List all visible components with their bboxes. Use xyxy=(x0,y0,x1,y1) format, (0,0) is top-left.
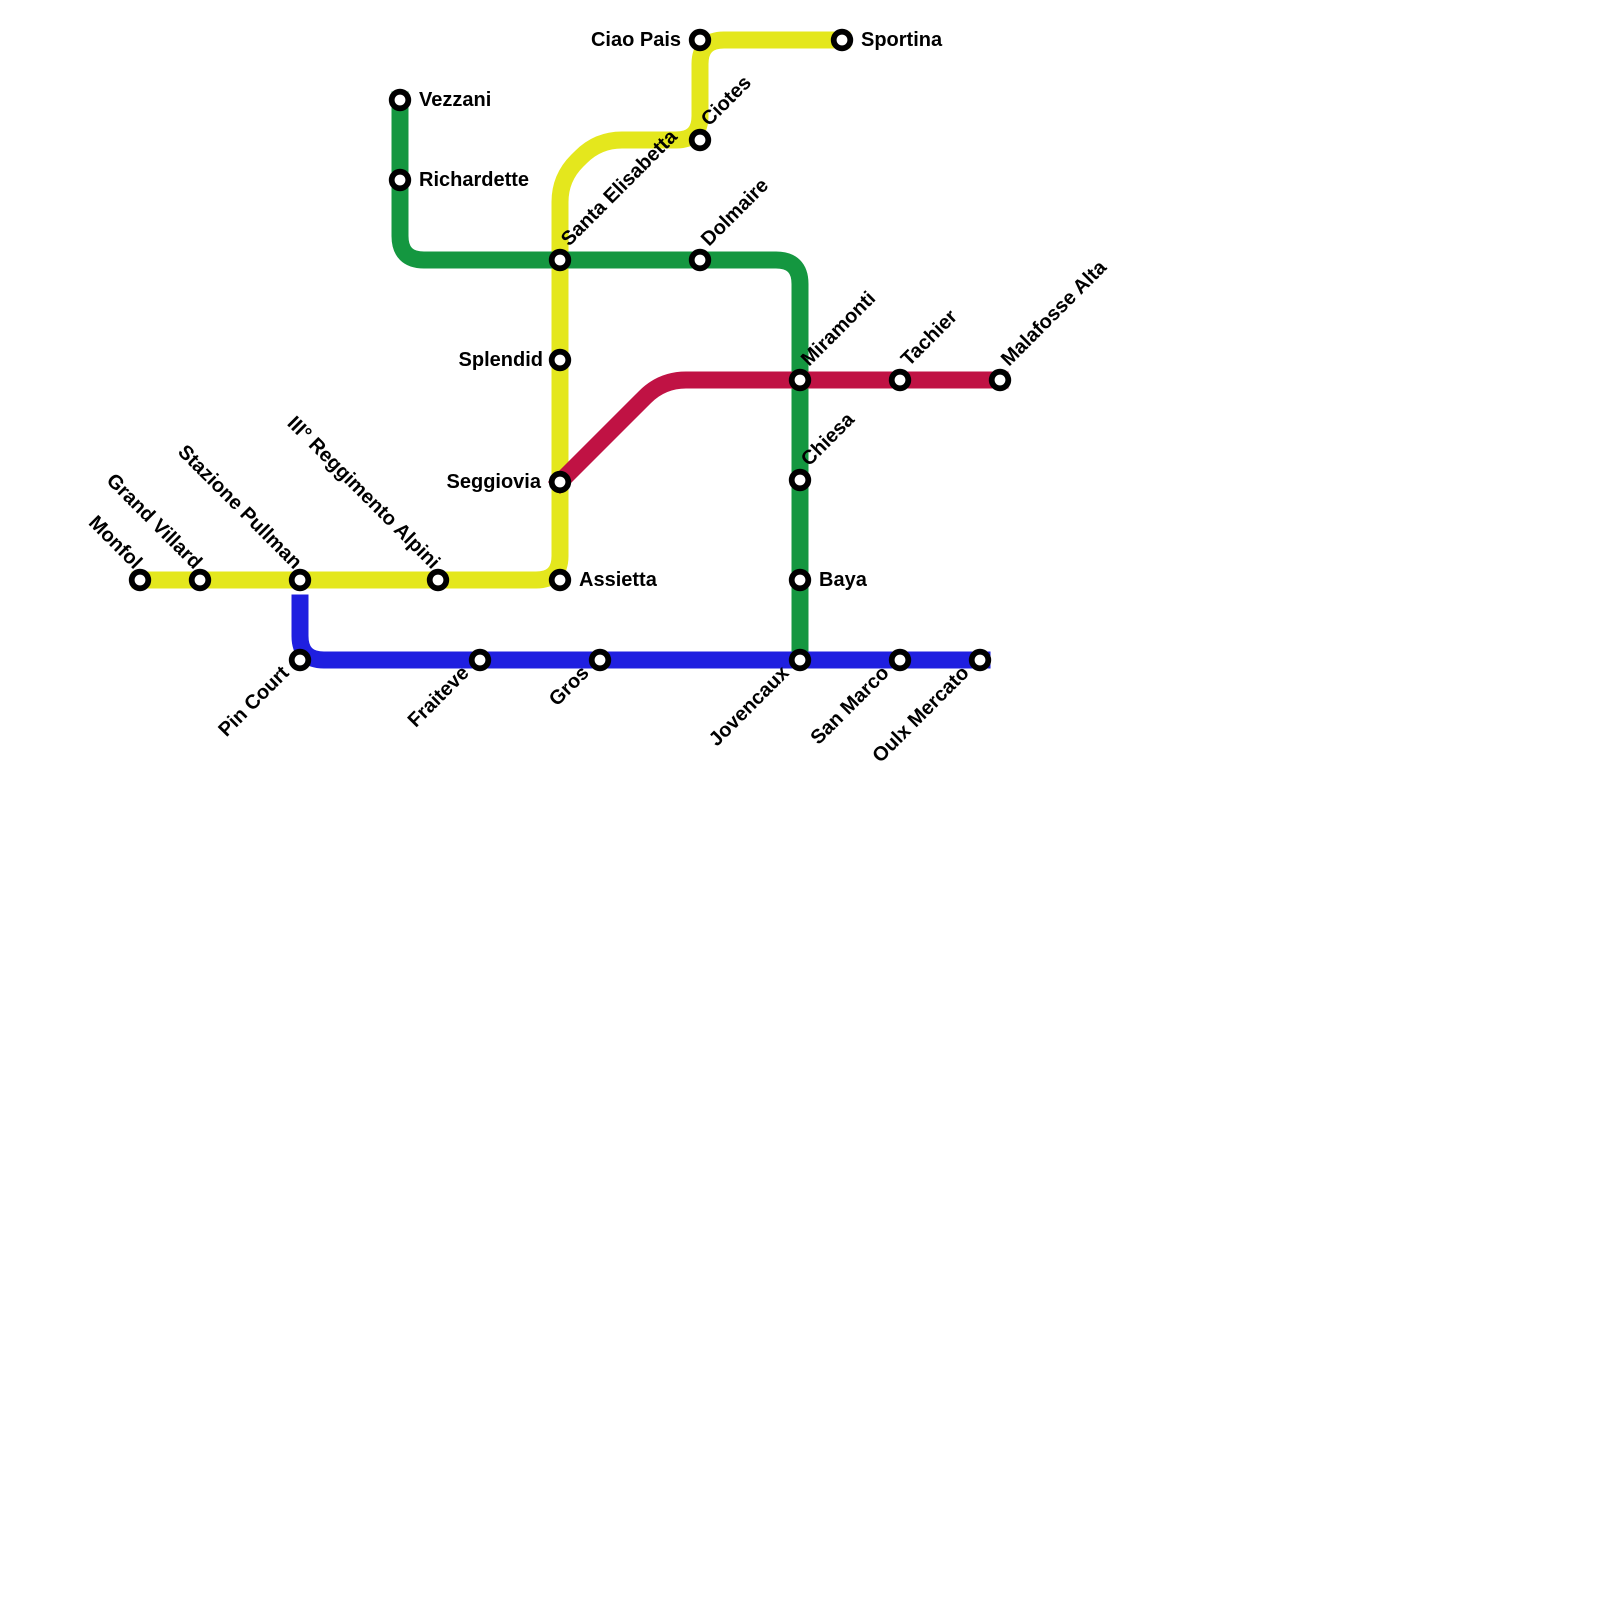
station-label-malafosse-alta: Malafosse Alta xyxy=(997,256,1112,371)
station-marker-sportina xyxy=(830,28,854,52)
station-label-tachier: Tachier xyxy=(897,306,962,371)
station-marker-santa-elisabetta xyxy=(548,248,572,272)
station-label-ciao-pais: Ciao Pais xyxy=(591,29,681,51)
station-marker-seggiovia xyxy=(548,470,572,494)
station-label-assietta: Assietta xyxy=(579,569,658,591)
station-marker-chiesa xyxy=(788,468,812,492)
station-marker-malafosse-alta xyxy=(988,368,1012,392)
station-marker-vezzani xyxy=(388,88,412,112)
station-marker-dolmaire xyxy=(688,248,712,272)
station-label-monfol: Monfol xyxy=(84,512,146,574)
station-marker-assietta xyxy=(548,568,572,592)
line-red xyxy=(547,371,1009,495)
station-label-baya: Baya xyxy=(819,569,868,591)
station-label-pin-court: Pin Court xyxy=(214,662,293,741)
station-label-jovencaux: Jovencaux xyxy=(705,662,794,751)
station-marker-miramonti xyxy=(788,368,812,392)
line-blue xyxy=(291,594,991,669)
station-marker-baya xyxy=(788,568,812,592)
station-marker-gros xyxy=(588,648,612,672)
station-marker-san-marco xyxy=(888,648,912,672)
station-label-splendid: Splendid xyxy=(459,349,543,371)
station-marker-jovencaux xyxy=(788,648,812,672)
station-label-dolmaire: Dolmaire xyxy=(697,174,773,250)
station-marker-ciotes xyxy=(688,128,712,152)
station-label-seggiovia: Seggiovia xyxy=(447,471,542,493)
station-marker-richardette xyxy=(388,168,412,192)
station-marker-splendid xyxy=(548,348,572,372)
station-label-richardette: Richardette xyxy=(419,169,529,191)
station-marker-ciao-pais xyxy=(688,28,712,52)
line-yellow xyxy=(131,31,851,589)
station-marker-pin-court xyxy=(288,648,312,672)
station-marker-stazione-pullman xyxy=(288,568,312,592)
station-marker-fraiteve xyxy=(468,648,492,672)
transit-lines-layer xyxy=(131,31,1009,669)
station-label-miramonti: Miramonti xyxy=(797,287,880,370)
station-marker-oulx-mercato xyxy=(968,648,992,672)
station-marker-monfol xyxy=(128,568,152,592)
stations-layer xyxy=(128,28,1012,672)
station-marker-grand-villard xyxy=(188,568,212,592)
station-label-vezzani: Vezzani xyxy=(419,89,491,111)
station-label-san-marco: San Marco xyxy=(806,662,893,749)
station-marker-tachier xyxy=(888,368,912,392)
station-marker-iii-reggimento-alpini xyxy=(426,568,450,592)
station-label-gros: Gros xyxy=(545,662,594,711)
station-label-sportina: Sportina xyxy=(861,29,943,51)
line-green xyxy=(391,91,809,669)
station-label-iii-reggimento-alpini: III° Reggimento Alpini xyxy=(283,412,444,573)
station-label-fraiteve: Fraiteve xyxy=(404,662,474,732)
